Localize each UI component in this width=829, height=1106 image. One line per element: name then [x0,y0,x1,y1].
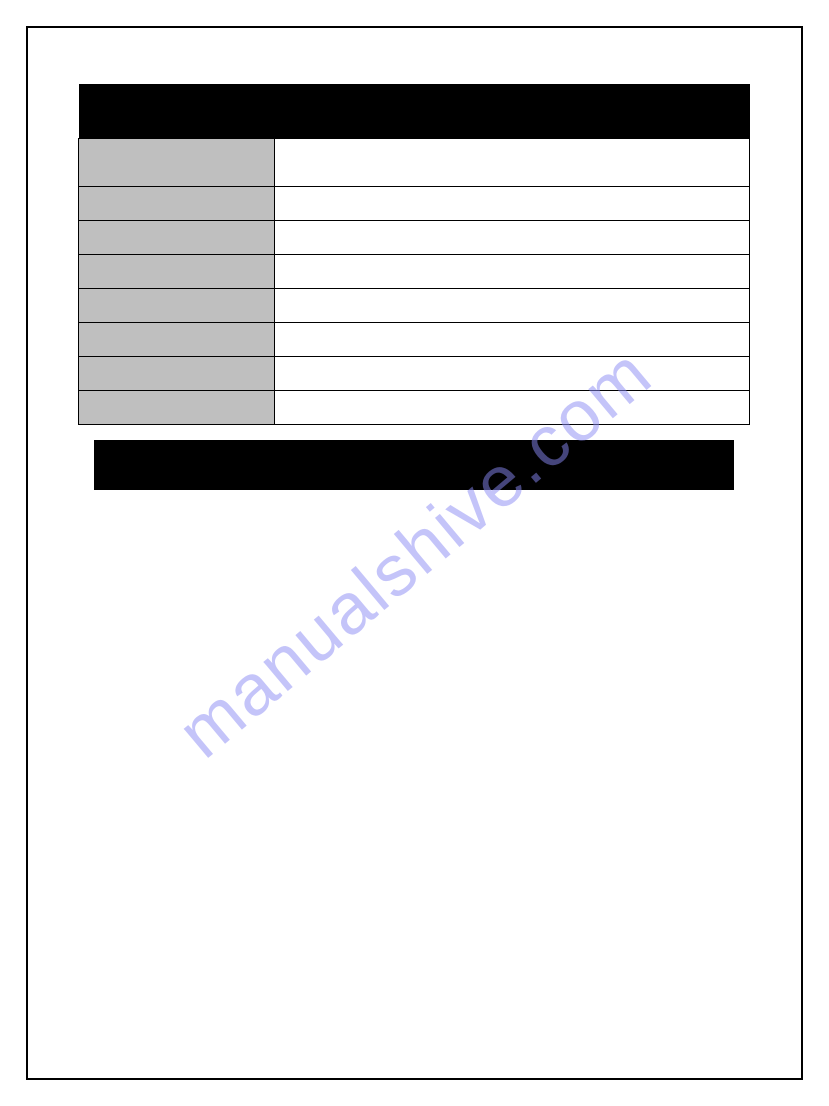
spec-table [78,84,750,425]
table-row [79,220,750,254]
table-cell-value [275,390,750,424]
table-cell-value [275,288,750,322]
table-header-cell [79,84,750,138]
table-cell-value [275,220,750,254]
table-cell-value [275,138,750,186]
table-row [79,390,750,424]
table-row [79,186,750,220]
table-cell-label [79,288,275,322]
table-cell-label [79,390,275,424]
table-cell-label [79,356,275,390]
table-cell-value [275,356,750,390]
table-row [79,356,750,390]
table-row [79,254,750,288]
table-cell-label [79,138,275,186]
table-row [79,288,750,322]
table-cell-value [275,322,750,356]
table-row [79,138,750,186]
table-cell-value [275,254,750,288]
table-cell-value [275,186,750,220]
table-header-row [79,84,750,138]
table-row [79,322,750,356]
table-cell-label [79,254,275,288]
table-cell-label [79,186,275,220]
section-bar [94,440,734,490]
table-cell-label [79,220,275,254]
table-cell-label [79,322,275,356]
